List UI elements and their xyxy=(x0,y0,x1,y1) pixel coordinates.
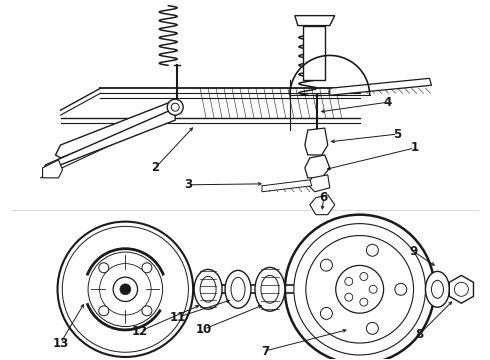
Text: 1: 1 xyxy=(411,141,418,154)
Ellipse shape xyxy=(255,267,285,311)
Text: 3: 3 xyxy=(184,178,192,191)
Polygon shape xyxy=(308,175,330,192)
Circle shape xyxy=(142,263,152,273)
Polygon shape xyxy=(303,26,325,80)
Circle shape xyxy=(99,306,109,316)
Circle shape xyxy=(345,278,353,285)
Circle shape xyxy=(360,273,368,280)
Circle shape xyxy=(367,244,378,256)
Polygon shape xyxy=(55,100,175,158)
Polygon shape xyxy=(310,195,335,215)
Circle shape xyxy=(336,265,384,313)
Circle shape xyxy=(345,293,353,301)
Polygon shape xyxy=(262,180,312,192)
Circle shape xyxy=(62,226,188,352)
Polygon shape xyxy=(295,15,335,26)
Polygon shape xyxy=(305,128,328,155)
Circle shape xyxy=(171,103,179,111)
Circle shape xyxy=(142,306,152,316)
Polygon shape xyxy=(330,78,432,95)
Circle shape xyxy=(99,264,151,315)
Text: 11: 11 xyxy=(170,311,186,324)
Circle shape xyxy=(369,285,377,293)
Ellipse shape xyxy=(225,270,251,308)
Ellipse shape xyxy=(231,277,245,301)
Text: 12: 12 xyxy=(132,325,148,338)
Circle shape xyxy=(120,284,131,295)
Polygon shape xyxy=(43,160,63,178)
Text: 4: 4 xyxy=(384,96,392,109)
Circle shape xyxy=(88,252,163,327)
Circle shape xyxy=(367,322,378,334)
Text: 13: 13 xyxy=(52,337,69,350)
Circle shape xyxy=(395,283,407,295)
Ellipse shape xyxy=(425,271,449,307)
Text: 6: 6 xyxy=(319,191,328,204)
Polygon shape xyxy=(305,155,330,178)
Circle shape xyxy=(285,215,435,360)
Ellipse shape xyxy=(194,269,222,309)
Text: 5: 5 xyxy=(393,127,402,140)
Ellipse shape xyxy=(261,275,279,303)
Polygon shape xyxy=(43,108,175,172)
Text: 7: 7 xyxy=(261,345,269,357)
Circle shape xyxy=(320,307,332,319)
Circle shape xyxy=(99,263,109,273)
Circle shape xyxy=(454,282,468,296)
Ellipse shape xyxy=(200,276,216,302)
Text: 8: 8 xyxy=(416,328,424,341)
Circle shape xyxy=(360,298,368,306)
Circle shape xyxy=(113,277,138,301)
Text: 9: 9 xyxy=(410,245,417,258)
Text: 2: 2 xyxy=(151,161,159,174)
Ellipse shape xyxy=(432,280,443,298)
Text: 10: 10 xyxy=(196,323,212,336)
Circle shape xyxy=(57,222,193,357)
Circle shape xyxy=(320,259,332,271)
Circle shape xyxy=(306,235,414,343)
Circle shape xyxy=(167,99,183,115)
Circle shape xyxy=(294,224,425,355)
